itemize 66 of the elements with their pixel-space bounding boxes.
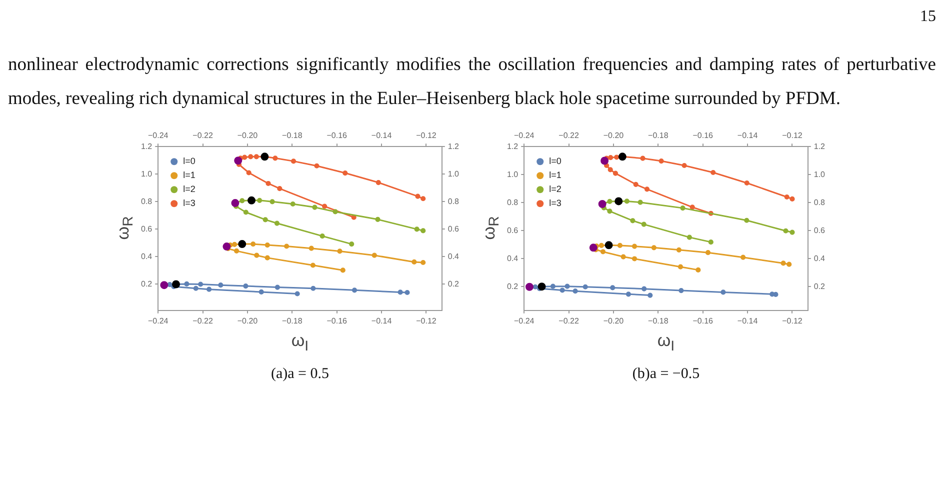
- x2-tick-label: −0.16: [326, 131, 348, 140]
- x-axis-title: ω$_{I}$: [290, 331, 310, 356]
- x-tick-label: −0.14: [737, 316, 758, 326]
- y-tick-label: 0.6: [506, 226, 519, 235]
- x2-tick-label: −0.12: [416, 131, 437, 140]
- y2-tick-label: 1.2: [448, 142, 460, 151]
- x-tick-label: −0.18: [648, 316, 669, 326]
- y-tick-label: 0.4: [506, 254, 519, 263]
- y2-tick-label: 0.8: [448, 196, 460, 206]
- x-tick-label: −0.24: [148, 316, 169, 326]
- text: nonlinear electrodynamic corrections significantly modifies the oscillation frequencies and damping rates of perturbative modes, revealing rich dynamical structures in the Euler–Heisenberg black hole spacetime surrounded by PFDM.: [8, 54, 936, 111]
- x-tick-label: −0.22: [192, 316, 214, 326]
- y2-tick-label: 0.4: [448, 252, 460, 261]
- y-tick-label: 0.8: [506, 198, 519, 207]
- y-tick-label: 0.2: [506, 282, 519, 291]
- legend-label: l=3: [549, 198, 562, 208]
- y-tick-label: 1.2: [506, 142, 519, 151]
- x-tick-label: −0.22: [558, 316, 580, 326]
- x-tick-label: −0.12: [782, 316, 803, 326]
- x2-tick-label: −0.22: [558, 131, 580, 140]
- y2-tick-label: 0.4: [814, 254, 826, 263]
- legend-label: l=2: [549, 184, 562, 194]
- y2-tick-label: 0.2: [814, 282, 826, 291]
- x2-tick-label: −0.24: [148, 131, 169, 140]
- x-axis-title: ω$_{I}$: [656, 331, 676, 356]
- legend-label: l=3: [183, 198, 196, 208]
- legend-label: l=0: [183, 156, 196, 166]
- x2-tick-label: −0.24: [514, 131, 535, 140]
- y-tick-label: 1.0: [506, 170, 519, 179]
- y2-tick-label: 1.2: [814, 142, 826, 151]
- text: (a)a = 0.5: [270, 366, 330, 384]
- x2-tick-label: −0.14: [737, 131, 758, 140]
- x2-tick-label: −0.20: [237, 131, 258, 140]
- y2-tick-label: 1.0: [814, 170, 826, 179]
- text: 15: [919, 8, 936, 27]
- y-tick-label: 0.2: [140, 279, 153, 288]
- legend-label: l=1: [183, 170, 196, 180]
- legend-label: l=0: [549, 156, 562, 166]
- x-tick-label: −0.12: [416, 316, 437, 326]
- x2-tick-label: −0.20: [603, 131, 624, 140]
- x-tick-label: −0.16: [692, 316, 714, 326]
- legend-label: l=1: [549, 170, 562, 180]
- y-tick-label: 0.4: [140, 252, 153, 261]
- x-tick-label: −0.18: [282, 316, 303, 326]
- legend-label: l=2: [183, 184, 196, 194]
- y-tick-label: 0.6: [140, 224, 153, 234]
- x2-tick-label: −0.16: [692, 131, 714, 140]
- x-tick-label: −0.24: [514, 316, 535, 326]
- y-tick-label: 1.2: [140, 142, 153, 151]
- y2-tick-label: 0.8: [814, 198, 826, 207]
- y-tick-label: 0.8: [140, 196, 153, 206]
- text: (b)a = −0.5: [631, 366, 701, 384]
- y2-tick-label: 0.6: [448, 224, 460, 234]
- x-tick-label: −0.14: [371, 316, 392, 326]
- y2-tick-label: 1.0: [448, 169, 460, 178]
- x2-tick-label: −0.12: [782, 131, 803, 140]
- x2-tick-label: −0.18: [282, 131, 303, 140]
- x-tick-label: −0.20: [603, 316, 624, 326]
- y-tick-label: 1.0: [140, 169, 153, 178]
- x2-tick-label: −0.14: [371, 131, 392, 140]
- y2-tick-label: 0.6: [814, 226, 826, 235]
- y2-tick-label: 0.2: [448, 279, 460, 288]
- x2-tick-label: −0.18: [648, 131, 669, 140]
- x-tick-label: −0.20: [237, 316, 258, 326]
- x2-tick-label: −0.22: [192, 131, 214, 140]
- x-tick-label: −0.16: [326, 316, 348, 326]
